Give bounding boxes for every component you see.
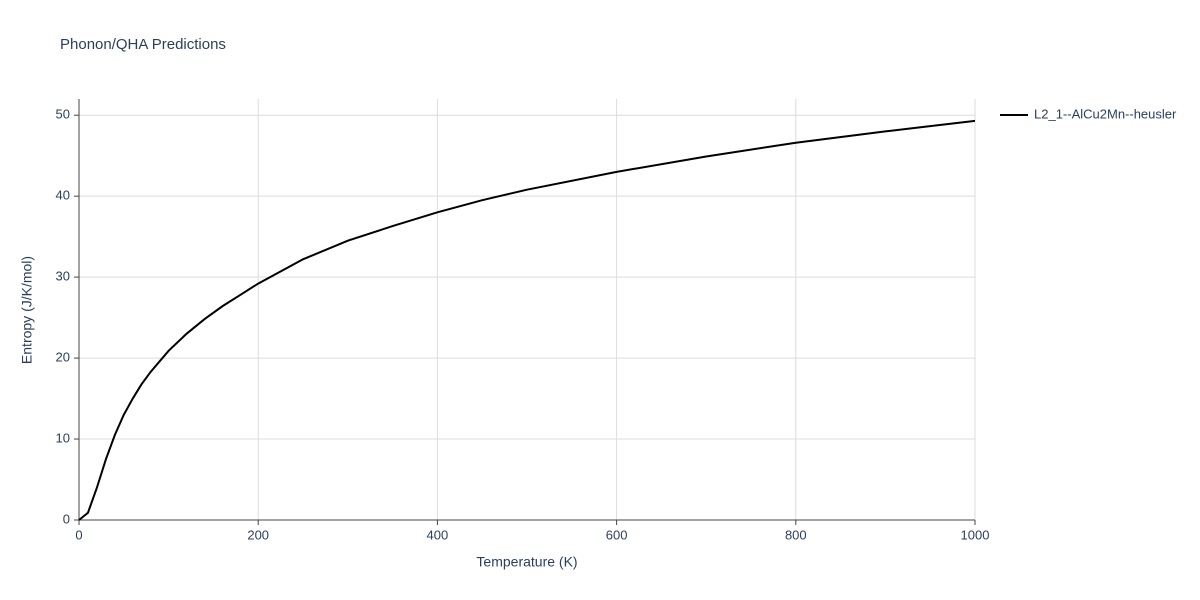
y-axis-title: Entropy (J/K/mol) (19, 256, 35, 364)
legend-label: L2_1--AlCu2Mn--heusler (1034, 106, 1177, 121)
x-tick-label: 200 (247, 527, 269, 542)
y-tick-label: 20 (56, 350, 70, 365)
x-tick-label: 600 (606, 527, 628, 542)
y-tick-label: 40 (56, 188, 70, 203)
y-tick-label: 0 (63, 511, 70, 526)
x-tick-label: 1000 (961, 527, 990, 542)
y-tick-label: 50 (56, 107, 70, 122)
x-tick-label: 400 (427, 527, 449, 542)
chart-title: Phonon/QHA Predictions (60, 36, 226, 53)
x-tick-label: 800 (785, 527, 807, 542)
y-tick-label: 10 (56, 430, 70, 445)
x-axis-title: Temperature (K) (476, 554, 577, 570)
x-tick-label: 0 (75, 527, 82, 542)
data-line (78, 119, 976, 521)
y-tick-label: 30 (56, 269, 70, 284)
